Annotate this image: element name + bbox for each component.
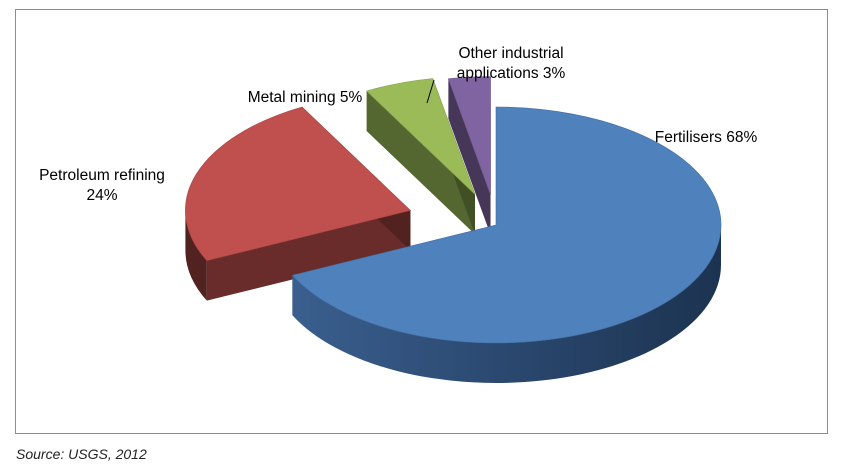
pie-slice-wall (206, 210, 411, 301)
labels-layer: Fertilisers 68% Petroleum refining 24% Meta… (39, 45, 757, 204)
pie-slice-other-industrial-applications (447, 76, 491, 235)
pie-slice-side (292, 225, 721, 383)
pie-slice-side (185, 210, 207, 301)
leader-line (426, 79, 435, 104)
pie-slice-top (185, 106, 412, 261)
slices-layer (185, 76, 722, 383)
data-label-petroleum-refining: Petroleum refining 24% (39, 167, 165, 204)
pie-chart: Fertilisers 68% Petroleum refining 24% Meta… (39, 45, 757, 383)
pie-slice-petroleum-refining (185, 106, 412, 301)
data-label-fertilisers: Fertilisers 68% (655, 129, 758, 146)
pie-slice-wall (448, 78, 491, 235)
data-label-metal-mining: Metal mining 5% (248, 89, 363, 106)
pie-slice-top (447, 76, 491, 195)
pie-slice-metal-mining (366, 78, 476, 235)
pie-slice-fertilisers (291, 106, 722, 383)
data-label-other-industrial-applications: Other industrial applications 3% (457, 45, 566, 82)
source-note: Source: USGS, 2012 (16, 446, 147, 462)
pie-slice-wall (366, 91, 475, 235)
chart-frame: Fertilisers 68% Petroleum refining 24% Meta… (15, 9, 828, 434)
pie-slice-top (366, 78, 476, 195)
pie-slice-top (291, 106, 722, 344)
